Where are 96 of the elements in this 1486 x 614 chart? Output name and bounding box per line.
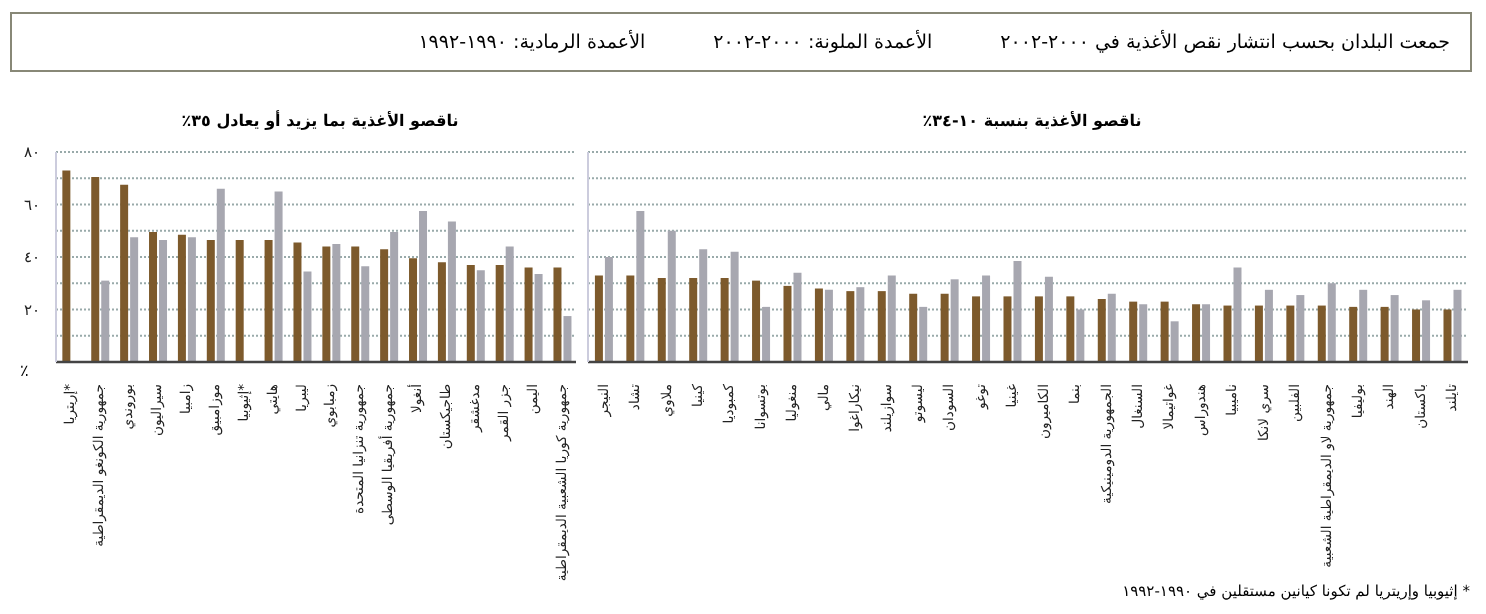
bar xyxy=(762,306,771,362)
bar xyxy=(1390,295,1399,362)
bar xyxy=(1380,306,1389,362)
bar xyxy=(1317,305,1326,362)
bar xyxy=(1129,301,1138,362)
text: الأعمدة الملونة: ٢٠٠٠-٢٠٠٢ xyxy=(713,31,933,53)
bar xyxy=(594,275,603,362)
bar xyxy=(909,293,918,362)
bar xyxy=(720,278,729,362)
bar xyxy=(524,267,533,362)
bar xyxy=(322,246,331,362)
bar xyxy=(303,271,312,362)
bar xyxy=(1013,260,1022,362)
bar xyxy=(437,262,446,362)
bar xyxy=(495,264,504,362)
bar xyxy=(476,270,485,362)
bar xyxy=(419,211,428,362)
bar xyxy=(159,239,168,362)
bar xyxy=(950,279,959,362)
bar xyxy=(667,230,676,362)
bar xyxy=(447,221,456,362)
bar xyxy=(1003,296,1012,362)
bar xyxy=(466,264,475,362)
bar xyxy=(1139,304,1148,362)
bar xyxy=(1034,296,1043,362)
bar xyxy=(1233,267,1242,362)
bar xyxy=(1223,305,1232,362)
bar xyxy=(409,258,418,362)
bar xyxy=(699,249,708,362)
bar xyxy=(149,232,158,362)
bar xyxy=(814,288,823,362)
bar xyxy=(332,243,341,362)
bar xyxy=(793,272,802,362)
chart-title: ناقصو الأغذية بنسبة ١٠-٣٤٪ xyxy=(920,112,1144,130)
bar xyxy=(1160,301,1169,362)
bar xyxy=(940,293,949,362)
bar xyxy=(972,296,981,362)
bar xyxy=(216,188,225,362)
bar xyxy=(604,257,613,362)
bar xyxy=(1192,304,1201,362)
bar xyxy=(1066,296,1075,362)
bar xyxy=(293,242,302,362)
bar xyxy=(351,246,360,362)
bar xyxy=(563,316,572,362)
bar xyxy=(1097,299,1106,362)
y-axis-title: ٪ xyxy=(20,362,29,380)
bar xyxy=(101,280,110,362)
bar xyxy=(120,184,129,362)
bar xyxy=(1076,309,1085,362)
bar xyxy=(177,234,186,362)
bar xyxy=(1327,283,1336,362)
bar xyxy=(91,176,100,362)
bar xyxy=(689,278,698,362)
bar xyxy=(1296,295,1305,362)
bar xyxy=(1107,293,1116,362)
bar xyxy=(361,266,370,362)
chart-title: ناقصو الأغذية بما يزيد أو يعادل ٣٥٪ xyxy=(179,112,461,130)
bar xyxy=(1170,321,1179,362)
bar xyxy=(206,239,215,362)
bar xyxy=(824,289,833,362)
bar xyxy=(1443,309,1452,362)
bar xyxy=(505,246,514,362)
text: جمعت البلدان بحسب انتشار نقص الأغذية في ٢٠٠٠-٢٠٠٢ xyxy=(1000,31,1450,53)
bar xyxy=(1359,289,1368,362)
bar xyxy=(380,249,389,362)
bar xyxy=(626,275,635,362)
bar xyxy=(1412,309,1421,362)
bar xyxy=(1044,276,1053,362)
bar xyxy=(982,275,991,362)
bar xyxy=(856,287,865,362)
bar xyxy=(274,191,283,362)
bar xyxy=(130,237,139,362)
text: الأعمدة الرمادية: ١٩٩٠-١٩٩٢ xyxy=(418,31,646,53)
bar xyxy=(235,239,244,362)
bar xyxy=(534,274,543,362)
bar xyxy=(1422,300,1431,362)
bar xyxy=(657,278,666,362)
bar xyxy=(187,237,196,362)
bar xyxy=(1254,305,1263,362)
bar xyxy=(783,285,792,362)
bar xyxy=(752,280,761,362)
bar xyxy=(730,251,739,362)
bar xyxy=(1202,304,1211,362)
bar xyxy=(887,275,896,362)
bar xyxy=(846,291,855,362)
bar xyxy=(877,291,886,362)
bar xyxy=(553,267,562,362)
bar xyxy=(264,239,273,362)
bar xyxy=(1286,305,1295,362)
bar xyxy=(919,306,928,362)
bar xyxy=(1264,289,1273,362)
bar xyxy=(1453,289,1462,362)
bar xyxy=(636,211,645,362)
bar xyxy=(390,232,399,362)
bar xyxy=(1349,306,1358,362)
bar xyxy=(62,170,71,362)
